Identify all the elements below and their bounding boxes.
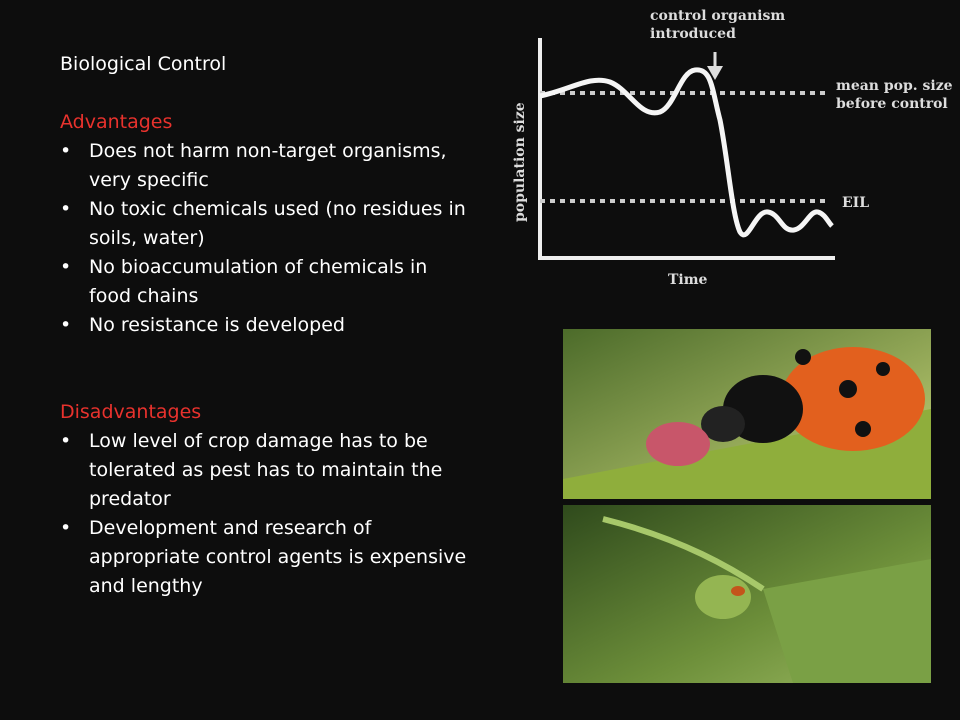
x-axis-label: Time [668,272,708,288]
eil-label: EIL [842,195,869,211]
advantages-heading: Advantages [60,111,173,133]
text-column: Biological Control Advantages Does not h… [60,50,480,601]
slide-title: Biological Control [60,53,227,75]
mean-label: mean pop. size before control [836,78,953,112]
disadvantages-heading: Disadvantages [60,401,202,423]
ladybird-photos [563,329,931,683]
y-axis-label: population size [512,102,528,222]
advantage-item: No resistance is developed [60,311,474,340]
advantage-item: No bioaccumulation of chemicals in food … [60,253,474,311]
disadvantage-item: Development and research of appropriate … [60,514,474,601]
label-line: before control [836,96,948,112]
label-line: mean pop. size [836,78,953,94]
disadvantages-list: Low level of crop damage has to be toler… [60,427,480,601]
arrow-label: control organism introduced [650,8,785,42]
label-line: introduced [650,26,736,42]
disadvantage-item: Low level of crop damage has to be toler… [60,427,474,514]
advantage-item: Does not harm non-target organisms, very… [60,137,474,195]
label-line: control organism [650,8,785,24]
population-diagram: control organism introduced mean pop. siz… [512,8,953,288]
advantages-list: Does not harm non-target organisms, very… [60,137,480,340]
advantage-item: No toxic chemicals used (no residues in … [60,195,474,253]
